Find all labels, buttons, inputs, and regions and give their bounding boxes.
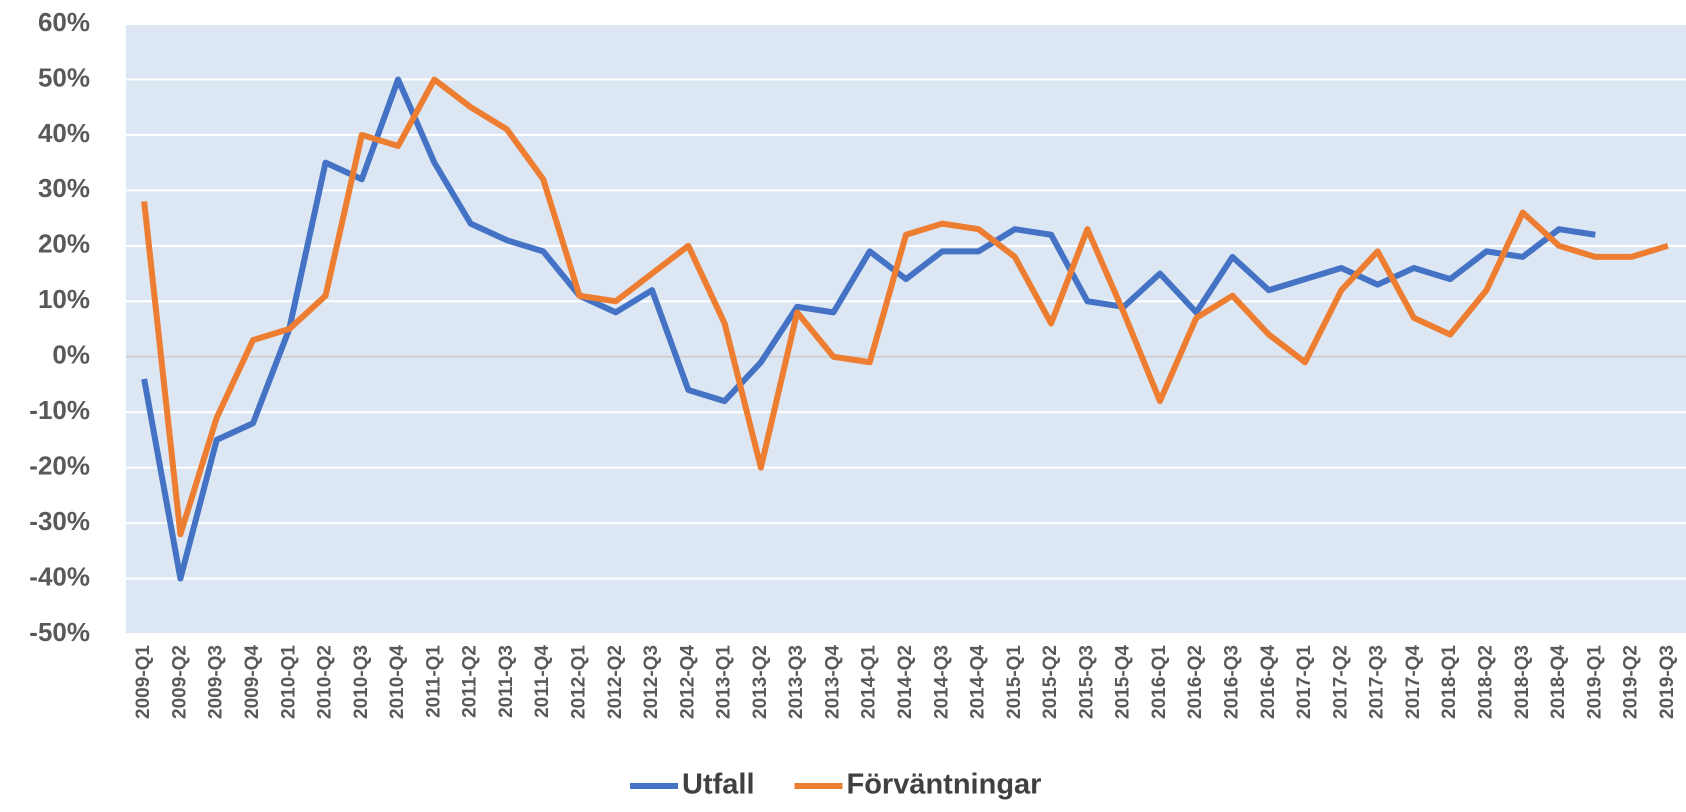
x-tick-label: 2011-Q3 xyxy=(496,645,517,718)
y-tick-label: 30% xyxy=(38,173,90,203)
x-tick-label: 2015-Q2 xyxy=(1040,645,1061,719)
y-tick-label: 50% xyxy=(38,62,90,92)
y-tick-label: 10% xyxy=(38,284,90,314)
x-tick-label: 2011-Q2 xyxy=(460,645,481,718)
x-tick-label: 2014-Q2 xyxy=(895,645,916,719)
x-tick-label: 2012-Q1 xyxy=(569,645,590,719)
x-tick-label: 2016-Q2 xyxy=(1185,645,1206,719)
x-tick-label: 2014-Q4 xyxy=(968,645,989,719)
x-tick-label: 2009-Q1 xyxy=(133,645,154,719)
y-tick-label: 60% xyxy=(38,7,90,37)
x-tick-label: 2009-Q2 xyxy=(169,645,190,719)
x-tick-label: 2016-Q4 xyxy=(1258,645,1279,719)
plot-area xyxy=(126,24,1686,634)
x-tick-label: 2017-Q2 xyxy=(1330,645,1351,719)
x-tick-label: 2014-Q1 xyxy=(859,645,880,719)
x-tick-label: 2009-Q3 xyxy=(206,645,227,719)
y-tick-label: -40% xyxy=(29,561,90,591)
x-tick-label: 2011-Q1 xyxy=(423,645,444,718)
x-tick-label: 2018-Q2 xyxy=(1475,645,1496,719)
x-tick-label: 2013-Q4 xyxy=(822,645,843,719)
x-tick-label: 2015-Q4 xyxy=(1113,645,1134,719)
x-tick-label: 2011-Q4 xyxy=(532,645,553,718)
x-tick-label: 2017-Q4 xyxy=(1403,645,1424,719)
x-tick-label: 2012-Q2 xyxy=(605,645,626,719)
legend-label: Utfall xyxy=(682,769,755,801)
x-tick-label: 2017-Q1 xyxy=(1294,645,1315,719)
x-tick-label: 2019-Q1 xyxy=(1584,645,1605,719)
x-tick-label: 2015-Q3 xyxy=(1076,645,1097,719)
legend-label: Förväntningar xyxy=(847,769,1042,801)
x-tick-label: 2013-Q1 xyxy=(714,645,735,719)
y-tick-label: -50% xyxy=(29,617,90,647)
x-tick-label: 2012-Q4 xyxy=(677,645,698,719)
series-line xyxy=(141,76,1669,538)
x-tick-label: 2018-Q4 xyxy=(1548,645,1569,719)
x-tick-label: 2015-Q1 xyxy=(1004,645,1025,719)
x-tick-label: 2016-Q1 xyxy=(1149,645,1170,719)
y-tick-label: 0% xyxy=(52,340,90,370)
x-tick-label: 2012-Q3 xyxy=(641,645,662,719)
x-tick-label: 2013-Q2 xyxy=(750,645,771,719)
x-tick-label: 2010-Q4 xyxy=(387,645,408,719)
y-tick-label: 20% xyxy=(38,229,90,259)
x-tick-label: 2010-Q1 xyxy=(278,645,299,719)
y-tick-label: -20% xyxy=(29,451,90,481)
x-tick-label: 2014-Q3 xyxy=(931,645,952,719)
x-tick-label: 2017-Q3 xyxy=(1367,645,1388,719)
y-tick-label: -10% xyxy=(29,395,90,425)
x-tick-label: 2019-Q2 xyxy=(1621,645,1642,719)
y-tick-label: 40% xyxy=(38,118,90,148)
x-tick-label: 2018-Q1 xyxy=(1439,645,1460,719)
x-tick-label: 2010-Q2 xyxy=(315,645,336,719)
x-tick-label: 2013-Q3 xyxy=(786,645,807,719)
x-tick-label: 2010-Q3 xyxy=(351,645,372,719)
x-tick-label: 2019-Q3 xyxy=(1657,645,1678,719)
x-tick-label: 2018-Q3 xyxy=(1512,645,1533,719)
x-tick-label: 2016-Q3 xyxy=(1222,645,1243,719)
y-tick-label: -30% xyxy=(29,506,90,536)
x-tick-label: 2009-Q4 xyxy=(242,645,263,719)
